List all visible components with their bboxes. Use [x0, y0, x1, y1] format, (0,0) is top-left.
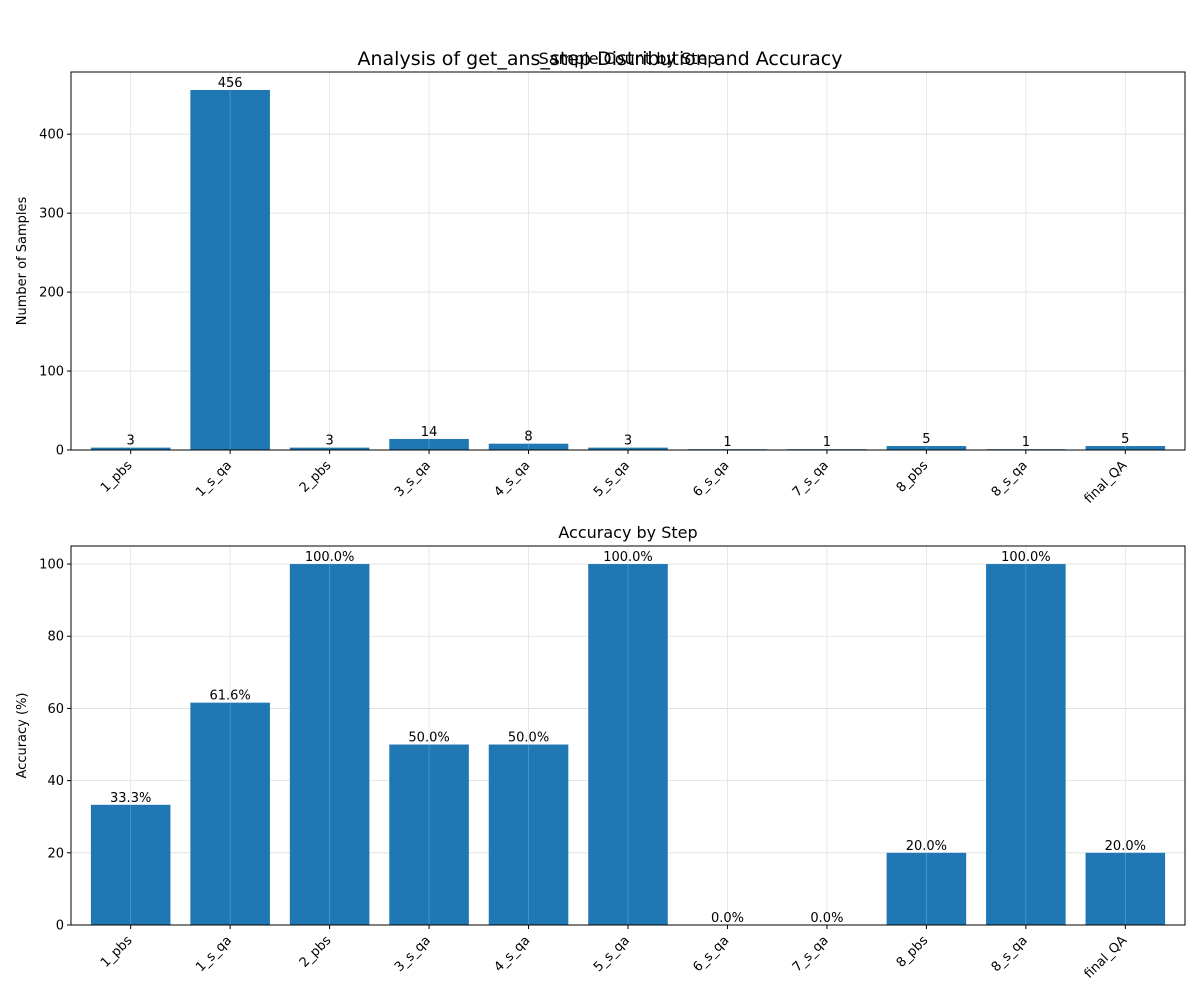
y-tick-label: 60: [47, 702, 64, 717]
value-label: 1: [823, 435, 831, 450]
bar-2_pbs: [289, 564, 370, 925]
subplot-title: Sample Count by Step: [539, 49, 718, 68]
bar-1_s_qa: [190, 702, 270, 925]
bar-3_s_qa: [389, 744, 469, 925]
y-axis-label: Number of Samples: [15, 197, 30, 326]
value-label: 1: [1022, 435, 1030, 450]
y-tick-label: 400: [39, 128, 64, 143]
value-label: 100.0%: [603, 550, 653, 565]
bar-4_s_qa: [488, 443, 569, 450]
bar-3_s_qa: [389, 438, 469, 450]
value-label: 1: [723, 435, 731, 450]
bars: [90, 72, 1166, 450]
value-label: 33.3%: [110, 791, 151, 806]
value-label: 100.0%: [1001, 550, 1051, 565]
value-label: 5: [1121, 432, 1129, 447]
value-label: 50.0%: [408, 731, 449, 746]
bar-5_s_qa: [588, 564, 668, 925]
figure-title: Analysis of get_ans_step Distribution an…: [357, 48, 842, 70]
bar-1_s_qa: [190, 90, 270, 450]
value-label: 0.0%: [810, 911, 843, 926]
value-label: 100.0%: [305, 550, 355, 565]
y-tick-label: 0: [56, 444, 64, 459]
y-tick-label: 100: [39, 558, 64, 573]
value-label: 0.0%: [711, 911, 744, 926]
value-labels: 33.3% 61.6% 100.0% 50.0% 50.0% 100.0% 0.0% 0.0%…: [110, 550, 1146, 926]
bar-4_s_qa: [488, 744, 569, 925]
value-label: 5: [922, 432, 930, 447]
value-label: 3: [127, 434, 135, 449]
value-label: 8: [524, 430, 532, 445]
bar-1_pbs: [90, 804, 171, 925]
bar-2_pbs: [289, 447, 370, 450]
value-label: 20.0%: [906, 839, 947, 854]
y-ticks: 0 20 40 60 80 100: [39, 558, 71, 934]
y-tick-label: 300: [39, 207, 64, 222]
bar-1_pbs: [90, 447, 171, 450]
bar-8_s_qa: [986, 564, 1066, 925]
y-tick-label: 80: [47, 630, 64, 645]
bar-final_QA: [1085, 446, 1166, 450]
y-tick-label: 200: [39, 286, 64, 301]
value-labels: 3 456 3 14 8 3 1 1 5 1 5: [127, 76, 1130, 450]
value-label: 456: [218, 76, 243, 91]
bar-8_pbs: [886, 446, 967, 450]
value-label: 20.0%: [1105, 839, 1146, 854]
bar-8_pbs: [886, 852, 967, 925]
value-label: 3: [624, 434, 632, 449]
value-label: 50.0%: [508, 731, 549, 746]
subplot-title: Accuracy by Step: [558, 523, 697, 542]
y-tick-label: 0: [56, 919, 64, 934]
bars: [90, 546, 1166, 925]
y-tick-label: 40: [47, 774, 64, 789]
y-tick-label: 20: [47, 846, 64, 861]
value-label: 3: [325, 434, 333, 449]
bar-5_s_qa: [588, 447, 668, 450]
y-ticks: 0 100 200 300 400: [39, 128, 71, 459]
value-label: 14: [421, 425, 438, 440]
bar-final_QA: [1085, 852, 1166, 925]
value-label: 61.6%: [209, 689, 250, 704]
y-axis-label: Accuracy (%): [15, 693, 30, 779]
y-tick-label: 100: [39, 365, 64, 380]
accuracy-chart: 33.3% 61.6% 100.0% 50.0% 50.0% 100.0% 0.0% 0.0%…: [15, 523, 1186, 982]
